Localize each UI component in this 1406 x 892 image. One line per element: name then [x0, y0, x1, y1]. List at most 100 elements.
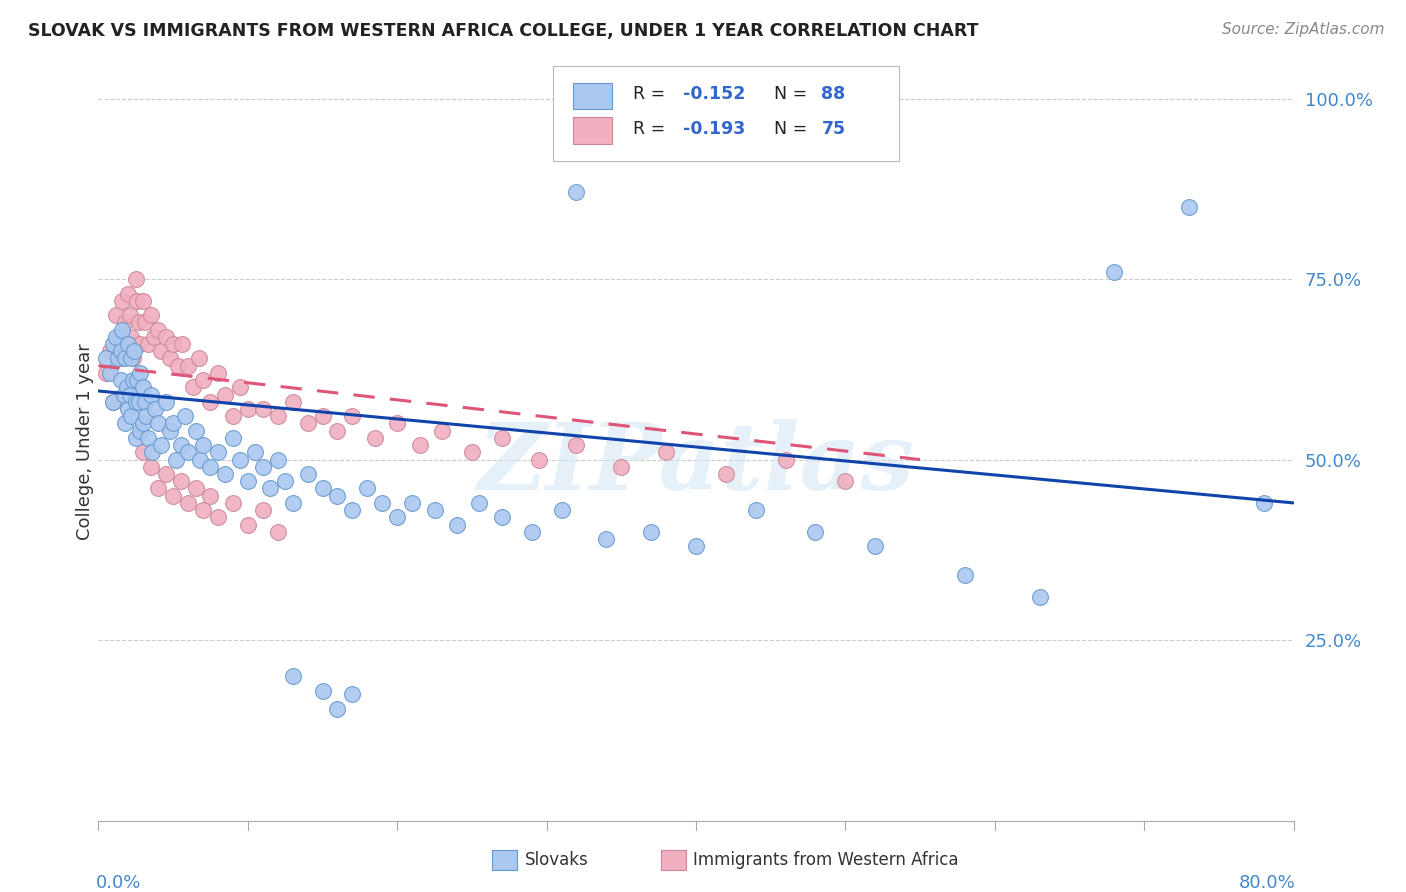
Point	[610, 459, 633, 474]
Point	[132, 380, 155, 394]
Point	[191, 438, 214, 452]
Point	[155, 330, 177, 344]
Point	[640, 524, 662, 539]
Point	[181, 380, 204, 394]
Point	[103, 394, 125, 409]
Point	[112, 387, 135, 401]
Point	[281, 669, 304, 683]
Point	[229, 452, 252, 467]
Point	[356, 482, 378, 496]
Point	[865, 539, 887, 553]
Point	[118, 387, 141, 401]
Point	[128, 315, 150, 329]
Point	[124, 344, 146, 359]
Text: N =: N =	[773, 86, 813, 103]
Point	[177, 445, 200, 459]
Point	[141, 445, 163, 459]
Point	[200, 459, 222, 474]
Point	[105, 330, 128, 344]
Point	[120, 330, 142, 344]
Point	[114, 315, 136, 329]
Point	[236, 517, 259, 532]
Point	[139, 308, 162, 322]
Point	[685, 539, 707, 553]
Point	[184, 424, 207, 438]
Bar	[572, 117, 613, 144]
Point	[177, 359, 200, 373]
Point	[165, 452, 187, 467]
Point	[200, 489, 222, 503]
Point	[297, 417, 319, 431]
Point	[655, 445, 678, 459]
Point	[461, 445, 484, 459]
Text: Source: ZipAtlas.com: Source: ZipAtlas.com	[1222, 22, 1385, 37]
Y-axis label: College, Under 1 year: College, Under 1 year	[76, 343, 94, 540]
Point	[385, 510, 409, 524]
Point	[446, 517, 468, 532]
Point	[408, 438, 430, 452]
Point	[172, 337, 194, 351]
Point	[148, 482, 170, 496]
Point	[953, 568, 976, 582]
Point	[229, 380, 252, 394]
Point	[1178, 200, 1201, 214]
Point	[98, 366, 122, 380]
Point	[236, 402, 259, 417]
Point	[111, 293, 134, 308]
Point	[311, 482, 333, 496]
Point	[125, 394, 148, 409]
Point	[371, 496, 394, 510]
Point	[297, 467, 319, 481]
Point	[311, 409, 333, 424]
Point	[252, 459, 274, 474]
Point	[169, 475, 191, 489]
Point	[117, 337, 139, 351]
Text: -0.193: -0.193	[683, 120, 745, 138]
Point	[107, 351, 129, 366]
Point	[127, 373, 149, 387]
Point	[136, 431, 159, 445]
Point	[1104, 265, 1126, 279]
Point	[150, 438, 173, 452]
Point	[326, 702, 349, 716]
Point	[108, 330, 131, 344]
Point	[281, 394, 304, 409]
Point	[274, 475, 297, 489]
Point	[121, 373, 143, 387]
Point	[207, 510, 229, 524]
Point	[120, 409, 142, 424]
Point	[267, 409, 290, 424]
Point	[150, 344, 173, 359]
Point	[342, 409, 364, 424]
Point	[128, 394, 150, 409]
Point	[136, 337, 159, 351]
Point	[468, 496, 491, 510]
Point	[188, 452, 211, 467]
Point	[139, 387, 162, 401]
Point	[94, 366, 117, 380]
Point	[267, 524, 290, 539]
Text: 80.0%: 80.0%	[1239, 874, 1296, 892]
Point	[267, 452, 290, 467]
Point	[155, 394, 177, 409]
Text: 75: 75	[821, 120, 845, 138]
Point	[174, 409, 197, 424]
Point	[117, 286, 139, 301]
Point	[105, 308, 128, 322]
Point	[207, 445, 229, 459]
Point	[166, 359, 188, 373]
Point	[326, 424, 349, 438]
Point	[132, 417, 155, 431]
Point	[162, 417, 184, 431]
Point	[132, 293, 155, 308]
Text: 0.0%: 0.0%	[96, 874, 142, 892]
Point	[236, 475, 259, 489]
FancyBboxPatch shape	[553, 66, 900, 161]
Point	[714, 467, 737, 481]
Point	[169, 438, 191, 452]
Point	[120, 351, 142, 366]
Point	[385, 417, 409, 431]
Point	[214, 467, 236, 481]
Point	[804, 524, 827, 539]
Point	[430, 424, 453, 438]
